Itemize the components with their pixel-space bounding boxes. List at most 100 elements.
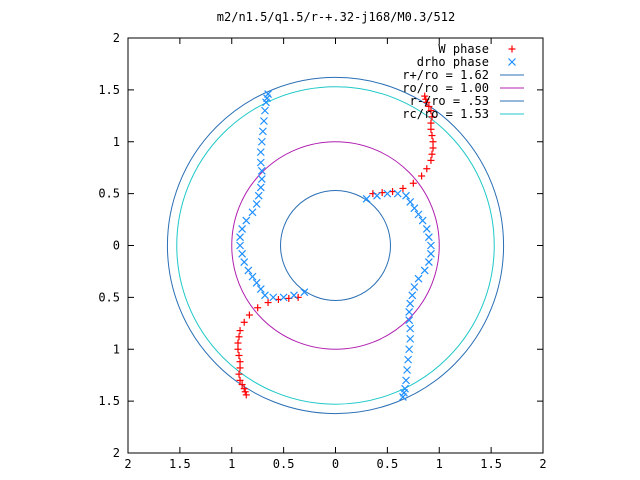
point-plus bbox=[418, 172, 426, 180]
point-cross bbox=[402, 191, 410, 200]
point-cross bbox=[399, 393, 407, 401]
point-plus bbox=[428, 132, 436, 140]
point-cross bbox=[404, 355, 413, 364]
point-plus bbox=[427, 125, 435, 133]
point-cross bbox=[406, 299, 415, 308]
point-plus bbox=[238, 381, 246, 389]
legend-marker bbox=[508, 58, 516, 66]
point-cross bbox=[264, 90, 272, 98]
y-tick-label: 1.5 bbox=[98, 394, 120, 408]
legend-label: r-/ro = .53 bbox=[410, 94, 489, 108]
point-cross bbox=[424, 258, 433, 267]
point-cross bbox=[410, 283, 419, 291]
point-plus bbox=[423, 165, 431, 173]
y-tick-label: 0.5 bbox=[98, 187, 120, 201]
point-cross bbox=[403, 366, 412, 374]
y-tick-label: 1 bbox=[113, 135, 120, 149]
point-cross bbox=[402, 376, 410, 385]
point-cross bbox=[422, 224, 431, 233]
circle-2 bbox=[280, 190, 391, 301]
point-cross bbox=[420, 266, 429, 275]
y-tick-label: 1 bbox=[113, 342, 120, 356]
point-cross bbox=[408, 291, 417, 300]
point-cross bbox=[257, 137, 266, 146]
point-cross bbox=[256, 285, 265, 293]
point-cross bbox=[240, 258, 249, 267]
point-plus bbox=[422, 95, 430, 103]
point-plus bbox=[254, 304, 262, 312]
point-cross bbox=[418, 216, 427, 225]
point-cross bbox=[414, 210, 423, 219]
point-cross bbox=[406, 324, 415, 333]
point-cross bbox=[254, 191, 263, 200]
point-plus bbox=[234, 345, 242, 353]
legend-label: ro/ro = 1.00 bbox=[402, 81, 489, 95]
point-cross bbox=[238, 224, 247, 233]
point-plus bbox=[235, 333, 243, 341]
point-plus bbox=[427, 119, 435, 127]
point-cross bbox=[410, 204, 419, 213]
point-plus bbox=[235, 351, 243, 359]
point-cross bbox=[405, 316, 414, 325]
legend-label: r+/ro = 1.62 bbox=[402, 68, 489, 82]
point-cross bbox=[252, 200, 261, 208]
point-plus bbox=[429, 138, 437, 146]
point-cross bbox=[257, 166, 266, 175]
point-cross bbox=[256, 183, 265, 192]
point-plus bbox=[428, 113, 436, 121]
legend-label: rc/ro = 1.53 bbox=[402, 107, 489, 121]
point-cross bbox=[300, 288, 309, 297]
point-plus bbox=[234, 339, 242, 347]
point-cross bbox=[362, 194, 371, 203]
point-cross bbox=[259, 117, 268, 125]
point-cross bbox=[261, 106, 269, 115]
point-cross bbox=[261, 291, 269, 300]
point-plus bbox=[429, 144, 437, 152]
point-plus bbox=[236, 364, 244, 372]
point-cross bbox=[427, 249, 435, 258]
x-tick-label: 2 bbox=[124, 457, 131, 471]
point-cross bbox=[242, 216, 251, 225]
circle-3 bbox=[176, 86, 495, 405]
point-cross bbox=[405, 345, 414, 354]
point-plus bbox=[427, 107, 435, 115]
point-cross bbox=[238, 249, 247, 258]
point-cross bbox=[406, 334, 415, 343]
point-cross bbox=[256, 158, 265, 167]
circle-group bbox=[166, 76, 505, 415]
x-tick-label: 0 bbox=[332, 457, 339, 471]
point-plus bbox=[425, 102, 433, 110]
legend-label: W phase bbox=[438, 42, 489, 56]
chart-title: m2/n1.5/q1.5/r-+.32-j168/M0.3/512 bbox=[217, 10, 455, 24]
point-cross bbox=[414, 274, 423, 283]
point-cross bbox=[424, 233, 433, 242]
point-plus bbox=[236, 376, 244, 384]
point-cross bbox=[252, 278, 261, 287]
point-plus bbox=[240, 385, 248, 393]
point-cross bbox=[256, 148, 265, 157]
x-tick-label: 1.5 bbox=[169, 457, 191, 471]
point-plus bbox=[245, 311, 253, 319]
x-tick-label: 1.5 bbox=[480, 457, 502, 471]
point-plus bbox=[423, 98, 431, 106]
point-plus bbox=[409, 179, 417, 187]
x-tick-label: 1 bbox=[228, 457, 235, 471]
point-cross bbox=[236, 241, 244, 250]
y-tick-label: 0 bbox=[113, 239, 120, 253]
circle-1 bbox=[231, 141, 440, 350]
circle-0 bbox=[166, 76, 505, 415]
y-tick-label: 2 bbox=[113, 446, 120, 460]
y-tick-label: 1.5 bbox=[98, 83, 120, 97]
point-cross bbox=[244, 266, 253, 275]
point-plus bbox=[428, 150, 436, 158]
point-cross bbox=[269, 293, 278, 302]
x-tick-label: 0.5 bbox=[273, 457, 295, 471]
point-plus bbox=[241, 388, 249, 396]
point-cross bbox=[236, 233, 244, 242]
point-cross bbox=[279, 293, 288, 302]
point-cross bbox=[406, 198, 415, 206]
point-cross bbox=[405, 307, 414, 316]
point-cross bbox=[248, 272, 257, 281]
x-tick-label: 1 bbox=[436, 457, 443, 471]
